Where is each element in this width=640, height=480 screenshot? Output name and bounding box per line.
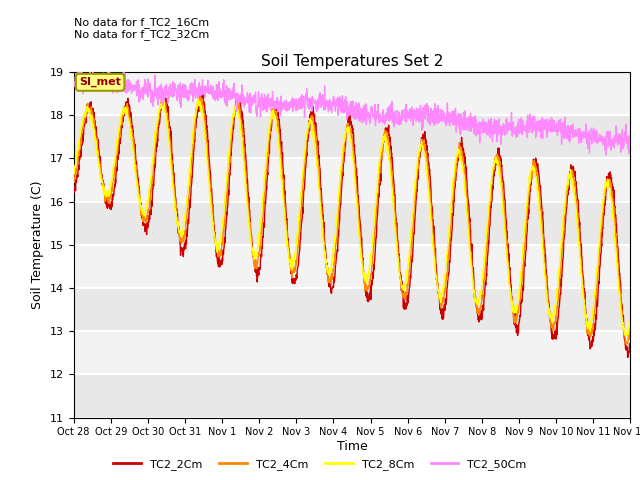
Legend: TC2_2Cm, TC2_4Cm, TC2_8Cm, TC2_50Cm: TC2_2Cm, TC2_4Cm, TC2_8Cm, TC2_50Cm	[109, 455, 531, 474]
Text: No data for f_TC2_16Cm: No data for f_TC2_16Cm	[74, 17, 209, 28]
Bar	[74, 331, 630, 374]
X-axis label: Time: Time	[337, 440, 367, 453]
Bar	[74, 72, 630, 115]
Text: SI_met: SI_met	[79, 77, 121, 87]
Text: No data for f_TC2_32Cm: No data for f_TC2_32Cm	[74, 29, 209, 40]
Bar	[74, 245, 630, 288]
Y-axis label: Soil Temperature (C): Soil Temperature (C)	[31, 180, 44, 309]
Title: Soil Temperatures Set 2: Soil Temperatures Set 2	[261, 54, 443, 70]
Bar	[74, 158, 630, 202]
